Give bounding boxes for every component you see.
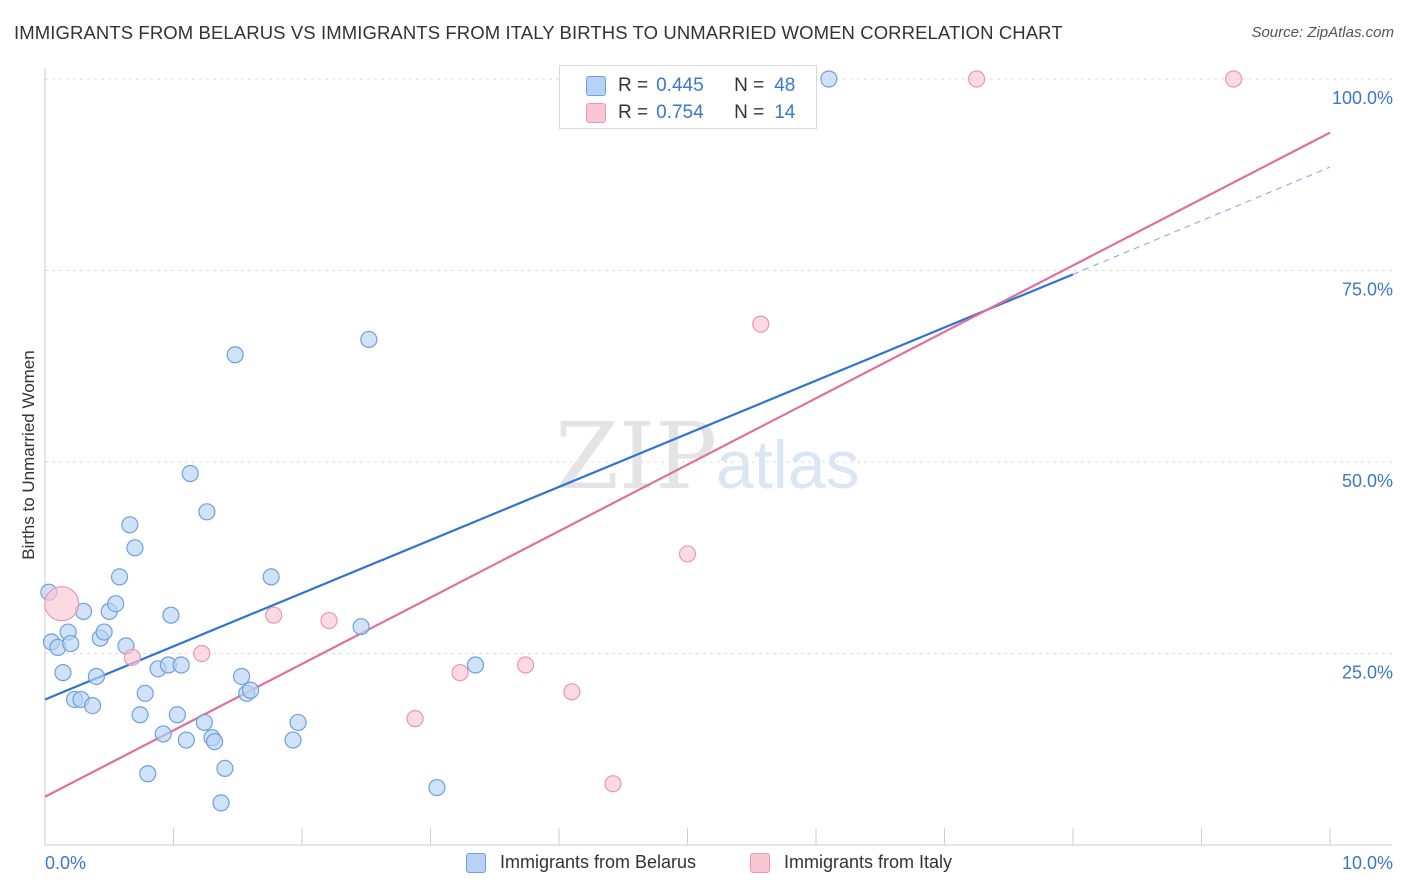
trend-line-belarus xyxy=(44,273,1074,701)
point-italy-7 xyxy=(516,656,535,674)
watermark-atlas: atlas xyxy=(716,427,860,503)
point-belarus-39 xyxy=(242,681,260,699)
x-tick-label-1: 10.0% xyxy=(1342,853,1393,873)
point-belarus-17 xyxy=(121,516,139,534)
point-belarus-41 xyxy=(284,731,302,749)
point-italy-11 xyxy=(752,315,770,333)
point-italy-0 xyxy=(44,586,80,622)
point-belarus-15 xyxy=(110,568,129,586)
point-italy-12 xyxy=(968,70,986,88)
trend-lines xyxy=(44,131,1331,798)
point-belarus-34 xyxy=(216,759,234,778)
point-belarus-28 xyxy=(177,731,195,749)
point-belarus-12 xyxy=(95,623,113,641)
point-belarus-31 xyxy=(198,503,216,521)
point-belarus-36 xyxy=(226,346,244,364)
point-belarus-14 xyxy=(107,595,125,613)
point-belarus-29 xyxy=(181,464,199,483)
y-axis-label: Births to Unmarried Women xyxy=(19,350,38,559)
stats-row-belarus: R = 0.445 N = 48 xyxy=(586,75,795,97)
italy-r-label: R = xyxy=(618,102,649,123)
point-italy-3 xyxy=(265,606,283,624)
y-tick-label-0: 25.0% xyxy=(1342,663,1393,683)
point-italy-10 xyxy=(678,545,697,563)
legend-belarus-label: Immigrants from Belarus xyxy=(500,852,697,872)
chart-title: IMMIGRANTS FROM BELARUS VS IMMIGRANTS FR… xyxy=(14,22,1063,43)
italy-n-label: N = xyxy=(734,102,765,123)
y-tick-label-2: 75.0% xyxy=(1342,280,1393,300)
point-belarus-3 xyxy=(54,664,72,682)
point-belarus-25 xyxy=(162,606,180,624)
legend-italy-label: Immigrants from Italy xyxy=(784,852,953,872)
point-belarus-23 xyxy=(154,725,172,743)
point-belarus-47 xyxy=(820,70,838,88)
bottom-legend: Immigrants from Belarus Immigrants from … xyxy=(0,850,1406,878)
point-belarus-26 xyxy=(168,706,186,724)
legend-item-belarus[interactable]: Immigrants from Belarus xyxy=(466,852,696,873)
gridlines xyxy=(45,78,1392,654)
point-belarus-5 xyxy=(62,634,80,653)
point-belarus-20 xyxy=(136,684,154,702)
point-belarus-44 xyxy=(360,330,378,349)
legend-italy-swatch xyxy=(750,852,770,873)
point-italy-4 xyxy=(320,611,338,630)
belarus-n-label: N = xyxy=(734,75,765,96)
stats-legend: R = 0.445 N = 48 R = 0.754 N = 14 xyxy=(559,65,817,129)
watermark-zip: ZIP xyxy=(555,403,717,510)
y-tick-label-1: 50.0% xyxy=(1342,471,1393,491)
point-belarus-37 xyxy=(233,667,251,686)
point-italy-5 xyxy=(406,710,424,728)
point-belarus-46 xyxy=(466,656,485,674)
legend-belarus-swatch xyxy=(466,852,486,873)
point-belarus-42 xyxy=(289,713,307,732)
point-belarus-27 xyxy=(172,656,190,674)
point-belarus-18 xyxy=(126,539,144,557)
tick-labels: 25.0% 50.0% 75.0% 100.0% 0.0% 10.0% xyxy=(45,88,1393,873)
point-belarus-45 xyxy=(428,778,446,797)
stats-row-italy: R = 0.754 N = 14 xyxy=(586,102,795,124)
point-belarus-35 xyxy=(212,794,230,812)
point-italy-9 xyxy=(604,775,622,793)
point-italy-6 xyxy=(451,664,469,682)
point-italy-1 xyxy=(123,648,141,666)
point-belarus-21 xyxy=(139,765,157,783)
point-belarus-40 xyxy=(262,568,280,586)
trend-line-italy xyxy=(44,131,1331,798)
data-points xyxy=(40,70,1243,812)
x-tick-label-0: 0.0% xyxy=(45,853,86,873)
y-tick-label-3: 100.0% xyxy=(1332,88,1393,108)
belarus-r-value: 0.445 xyxy=(656,75,704,96)
point-belarus-9 xyxy=(83,696,102,715)
source-label: Source: ZipAtlas.com xyxy=(1251,24,1394,41)
trend-line-belarus-extension xyxy=(1072,166,1331,275)
legend-item-italy[interactable]: Immigrants from Italy xyxy=(750,852,952,873)
belarus-swatch xyxy=(586,76,606,96)
point-belarus-33 xyxy=(206,732,224,751)
point-italy-13 xyxy=(1225,70,1243,88)
italy-n-value: 14 xyxy=(774,102,796,123)
italy-swatch xyxy=(586,103,606,123)
point-italy-2 xyxy=(193,644,211,663)
watermark: ZIP atlas xyxy=(555,403,860,510)
point-belarus-30 xyxy=(195,713,213,732)
point-belarus-43 xyxy=(352,618,370,636)
point-italy-8 xyxy=(563,683,581,701)
point-belarus-19 xyxy=(131,706,149,724)
axes xyxy=(44,68,1392,846)
belarus-r-label: R = xyxy=(618,75,649,96)
italy-r-value: 0.754 xyxy=(656,102,704,123)
point-belarus-10 xyxy=(87,667,106,686)
belarus-n-value: 48 xyxy=(774,75,796,96)
